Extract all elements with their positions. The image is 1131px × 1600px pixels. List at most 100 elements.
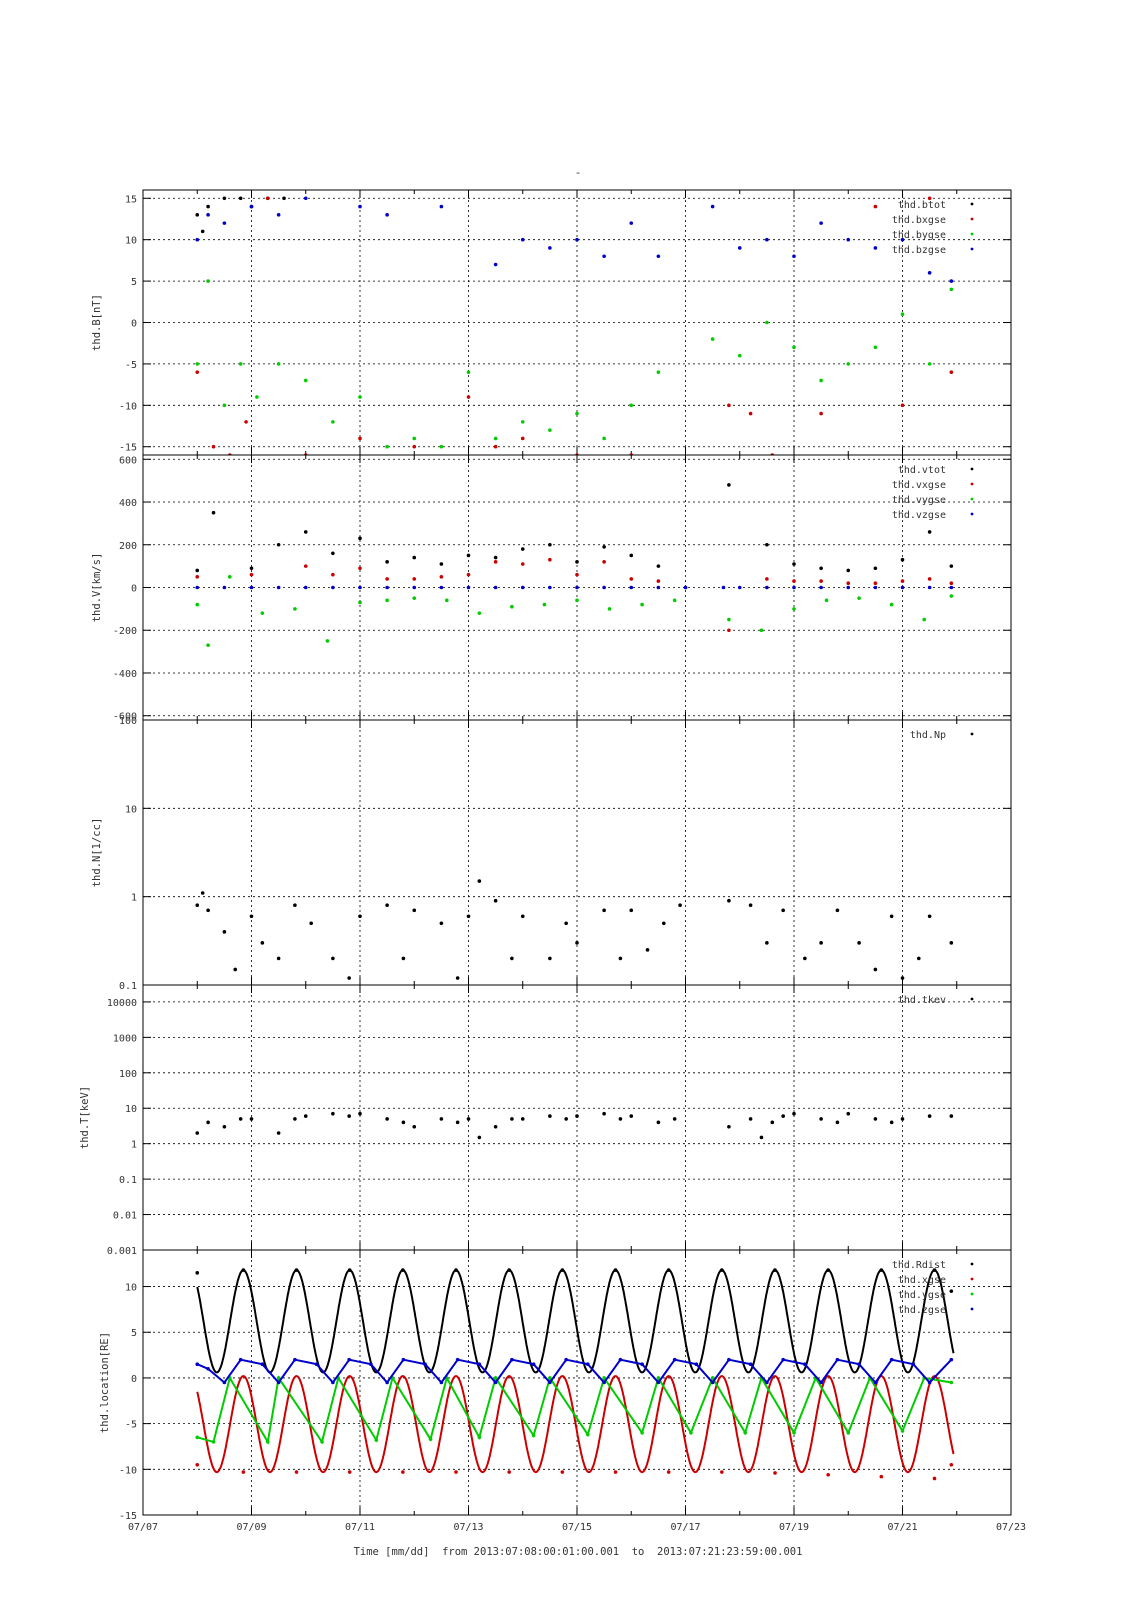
data-point — [846, 237, 851, 242]
data-point — [493, 585, 498, 590]
data-point — [520, 914, 525, 919]
data-point — [276, 1380, 281, 1385]
data-point — [195, 585, 200, 590]
data-point — [819, 941, 823, 945]
series-thd-bzgse — [195, 196, 954, 283]
data-point — [228, 575, 232, 579]
y-axis-label: thd.V[km/s] — [91, 553, 103, 623]
legend-label: thd.btot — [898, 200, 946, 211]
data-point — [412, 596, 417, 600]
data-point — [206, 204, 210, 209]
legend-marker — [970, 232, 974, 236]
data-point — [727, 483, 731, 487]
data-point — [439, 921, 444, 926]
legend-label: thd.Np — [910, 730, 946, 741]
x-tick-label: 07/13 — [453, 1522, 483, 1533]
data-point — [385, 598, 389, 603]
data-point — [927, 585, 932, 590]
data-point — [575, 237, 579, 242]
data-point — [575, 941, 579, 945]
data-point — [282, 196, 286, 201]
data-point — [493, 1124, 498, 1129]
data-point — [241, 1268, 246, 1272]
data-point — [857, 596, 861, 600]
legend-label: thd.bzgse — [892, 245, 946, 256]
y-tick-label: -600 — [113, 712, 137, 723]
data-point — [325, 639, 330, 643]
legend-label: thd.zgse — [898, 1305, 946, 1316]
data-point — [260, 611, 265, 615]
data-point — [949, 594, 954, 598]
data-point — [320, 1440, 324, 1444]
data-point — [900, 579, 905, 583]
data-point — [846, 585, 851, 590]
data-point — [358, 536, 362, 541]
data-point — [618, 1117, 623, 1121]
y-tick-label: 15 — [125, 194, 137, 205]
data-point — [949, 564, 954, 568]
series-line — [196, 1269, 955, 1374]
data-point — [206, 1366, 210, 1371]
data-point — [520, 436, 525, 441]
data-point — [781, 1114, 785, 1118]
data-point — [520, 420, 525, 424]
data-point — [293, 903, 297, 908]
data-point — [211, 444, 216, 449]
data-point — [358, 600, 362, 605]
data-point — [759, 628, 764, 633]
data-point — [466, 553, 471, 558]
data-point — [835, 908, 840, 913]
series-thd-bygse — [195, 279, 954, 449]
data-point — [206, 279, 210, 283]
y-tick-label: 5 — [131, 1328, 137, 1339]
data-point — [773, 1471, 777, 1475]
data-point — [900, 557, 905, 562]
data-point — [548, 956, 552, 961]
data-point — [206, 908, 210, 913]
data-point — [493, 1376, 498, 1380]
data-point — [927, 1114, 932, 1118]
data-point — [531, 1433, 536, 1438]
data-point — [765, 320, 769, 325]
legend-marker — [970, 497, 974, 501]
data-point — [710, 204, 715, 209]
data-point — [493, 898, 498, 903]
data-point — [294, 1470, 299, 1474]
data-point — [662, 921, 666, 926]
panel-5: 10 5 0 -5 -10 -15 thd.location[RE] thd.Rdist thd… — [99, 1249, 1012, 1522]
data-point — [249, 914, 254, 919]
data-point — [613, 1268, 618, 1272]
data-point — [873, 204, 878, 209]
data-point — [331, 551, 335, 556]
data-point — [222, 1124, 227, 1129]
data-point — [629, 577, 634, 581]
legend-marker — [970, 512, 974, 516]
data-point — [765, 542, 769, 547]
data-point — [439, 562, 444, 566]
data-point — [629, 403, 634, 408]
data-point — [520, 585, 525, 590]
data-point — [575, 572, 579, 577]
series-thd-Rdist — [195, 1268, 955, 1374]
data-point — [385, 213, 389, 217]
data-point — [385, 903, 389, 908]
data-point — [374, 1438, 379, 1442]
panel-3: 100 10 1 0.1 thd.N[1/cc] thd.Np — [91, 716, 1012, 992]
data-point — [309, 921, 313, 926]
data-point — [466, 914, 471, 919]
data-point — [493, 436, 498, 441]
data-point — [233, 967, 238, 972]
data-point — [770, 1120, 775, 1125]
y-tick-label: 10 — [125, 1283, 137, 1294]
data-point — [765, 577, 769, 581]
y-tick-label: 0.1 — [119, 981, 137, 992]
data-point — [455, 976, 460, 980]
data-point — [792, 579, 796, 583]
data-point — [195, 602, 200, 607]
data-point — [640, 1430, 644, 1435]
data-point — [916, 956, 921, 961]
data-point — [678, 903, 682, 908]
data-point — [835, 1357, 840, 1362]
series-thd-vygse — [195, 575, 954, 648]
data-point — [211, 1440, 216, 1444]
